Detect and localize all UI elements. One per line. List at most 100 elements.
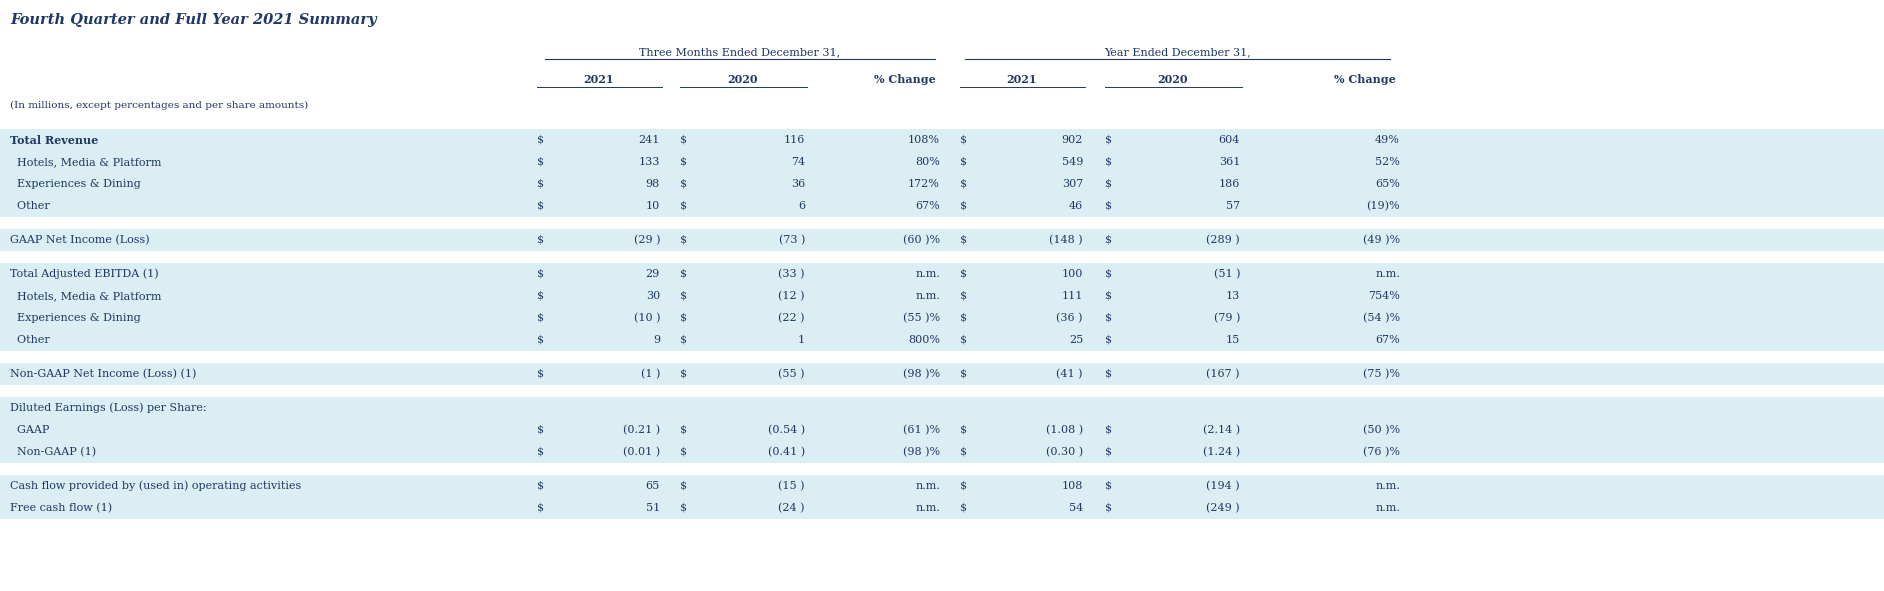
Text: n.m.: n.m. bbox=[916, 291, 940, 301]
Text: (22 ): (22 ) bbox=[778, 313, 804, 323]
Text: (12 ): (12 ) bbox=[778, 291, 804, 301]
Text: % Change: % Change bbox=[1334, 74, 1396, 85]
Text: Diluted Earnings (Loss) per Share:: Diluted Earnings (Loss) per Share: bbox=[9, 402, 207, 413]
Text: 65%: 65% bbox=[1375, 179, 1400, 189]
Text: Other: Other bbox=[9, 335, 49, 345]
Text: 172%: 172% bbox=[908, 179, 940, 189]
Text: Non-GAAP (1): Non-GAAP (1) bbox=[9, 447, 96, 457]
Text: $: $ bbox=[680, 291, 688, 301]
Text: (194 ): (194 ) bbox=[1206, 481, 1240, 491]
Bar bbox=[0, 263, 1884, 285]
Text: n.m.: n.m. bbox=[1375, 269, 1400, 279]
Text: $: $ bbox=[680, 201, 688, 211]
Text: 67%: 67% bbox=[916, 201, 940, 211]
Text: 98: 98 bbox=[646, 179, 659, 189]
Text: Total Revenue: Total Revenue bbox=[9, 135, 98, 145]
Text: (75 )%: (75 )% bbox=[1362, 369, 1400, 379]
Text: $: $ bbox=[537, 481, 544, 491]
Text: (0.01 ): (0.01 ) bbox=[624, 447, 659, 457]
Text: 111: 111 bbox=[1061, 291, 1083, 301]
Text: 30: 30 bbox=[646, 291, 659, 301]
Text: $: $ bbox=[680, 503, 688, 513]
Text: $: $ bbox=[680, 179, 688, 189]
Text: Year Ended December 31,: Year Ended December 31, bbox=[1104, 47, 1251, 57]
Text: $: $ bbox=[680, 425, 688, 435]
Text: (2.14 ): (2.14 ) bbox=[1202, 425, 1240, 435]
Text: (0.54 ): (0.54 ) bbox=[769, 425, 804, 435]
Text: Hotels, Media & Platform: Hotels, Media & Platform bbox=[9, 291, 162, 301]
Text: (50 )%: (50 )% bbox=[1362, 425, 1400, 435]
Text: Total Adjusted EBITDA (1): Total Adjusted EBITDA (1) bbox=[9, 269, 158, 280]
Text: $: $ bbox=[537, 425, 544, 435]
Text: (98 )%: (98 )% bbox=[902, 447, 940, 457]
Text: $: $ bbox=[1106, 503, 1112, 513]
Text: 80%: 80% bbox=[916, 157, 940, 167]
Text: (0.30 ): (0.30 ) bbox=[1046, 447, 1083, 457]
Text: n.m.: n.m. bbox=[1375, 503, 1400, 513]
Text: Non-GAAP Net Income (Loss) (1): Non-GAAP Net Income (Loss) (1) bbox=[9, 369, 196, 379]
Bar bbox=[0, 285, 1884, 307]
Text: (0.41 ): (0.41 ) bbox=[769, 447, 804, 457]
Text: $: $ bbox=[537, 135, 544, 145]
Text: Free cash flow (1): Free cash flow (1) bbox=[9, 503, 113, 513]
Text: 67%: 67% bbox=[1375, 335, 1400, 345]
Text: $: $ bbox=[680, 269, 688, 279]
Text: (79 ): (79 ) bbox=[1213, 313, 1240, 323]
Text: (55 )%: (55 )% bbox=[902, 313, 940, 323]
Text: $: $ bbox=[1106, 179, 1112, 189]
Text: 36: 36 bbox=[791, 179, 804, 189]
Text: $: $ bbox=[1106, 135, 1112, 145]
Text: $: $ bbox=[537, 235, 544, 245]
Text: 2021: 2021 bbox=[584, 74, 614, 85]
Text: 74: 74 bbox=[791, 157, 804, 167]
Text: 604: 604 bbox=[1219, 135, 1240, 145]
Text: 51: 51 bbox=[646, 503, 659, 513]
Text: Other: Other bbox=[9, 201, 49, 211]
Text: $: $ bbox=[680, 481, 688, 491]
Text: 46: 46 bbox=[1068, 201, 1083, 211]
Text: Experiences & Dining: Experiences & Dining bbox=[9, 179, 141, 189]
Text: 13: 13 bbox=[1226, 291, 1240, 301]
Text: (24 ): (24 ) bbox=[778, 503, 804, 513]
Text: $: $ bbox=[1106, 481, 1112, 491]
Text: 52%: 52% bbox=[1375, 157, 1400, 167]
Text: $: $ bbox=[537, 269, 544, 279]
Text: % Change: % Change bbox=[874, 74, 936, 85]
Text: 361: 361 bbox=[1219, 157, 1240, 167]
Text: (289 ): (289 ) bbox=[1206, 235, 1240, 245]
Text: $: $ bbox=[961, 157, 966, 167]
Text: (In millions, except percentages and per share amounts): (In millions, except percentages and per… bbox=[9, 101, 309, 110]
Text: (98 )%: (98 )% bbox=[902, 369, 940, 379]
Text: $: $ bbox=[537, 291, 544, 301]
Text: 108%: 108% bbox=[908, 135, 940, 145]
Text: 108: 108 bbox=[1061, 481, 1083, 491]
Text: (36 ): (36 ) bbox=[1057, 313, 1083, 323]
Text: Hotels, Media & Platform: Hotels, Media & Platform bbox=[9, 157, 162, 167]
Text: $: $ bbox=[961, 313, 966, 323]
Text: $: $ bbox=[680, 157, 688, 167]
Text: n.m.: n.m. bbox=[916, 269, 940, 279]
Bar bbox=[0, 129, 1884, 151]
Text: $: $ bbox=[537, 447, 544, 457]
Text: $: $ bbox=[537, 335, 544, 345]
Text: 65: 65 bbox=[646, 481, 659, 491]
Text: (0.21 ): (0.21 ) bbox=[624, 425, 659, 435]
Text: $: $ bbox=[680, 135, 688, 145]
Bar bbox=[0, 173, 1884, 195]
Text: 2021: 2021 bbox=[1006, 74, 1036, 85]
Text: 49%: 49% bbox=[1375, 135, 1400, 145]
Text: (10 ): (10 ) bbox=[633, 313, 659, 323]
Bar bbox=[0, 251, 1884, 263]
Text: $: $ bbox=[537, 369, 544, 379]
Bar bbox=[0, 419, 1884, 441]
Bar bbox=[0, 441, 1884, 463]
Text: (167 ): (167 ) bbox=[1206, 369, 1240, 379]
Text: (148 ): (148 ) bbox=[1049, 235, 1083, 245]
Text: (76 )%: (76 )% bbox=[1362, 447, 1400, 457]
Text: $: $ bbox=[537, 313, 544, 323]
Text: 9: 9 bbox=[654, 335, 659, 345]
Text: Fourth Quarter and Full Year 2021 Summary: Fourth Quarter and Full Year 2021 Summar… bbox=[9, 13, 377, 27]
Text: 57: 57 bbox=[1226, 201, 1240, 211]
Text: $: $ bbox=[680, 313, 688, 323]
Text: 6: 6 bbox=[799, 201, 804, 211]
